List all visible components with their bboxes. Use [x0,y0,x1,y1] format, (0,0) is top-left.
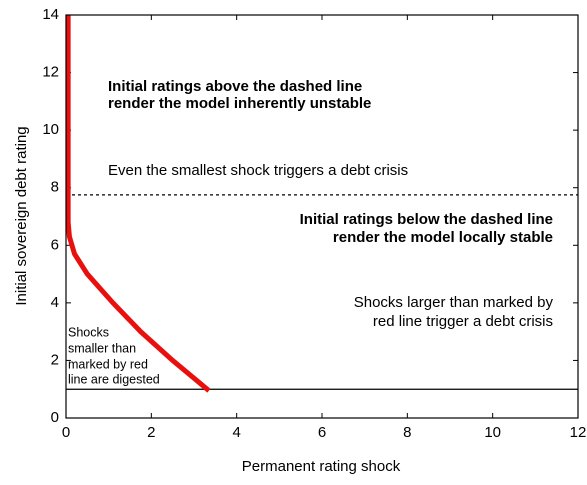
x-tick-label: 8 [403,424,411,441]
annotation: render the model locally stable [333,229,553,246]
y-tick-label: 14 [42,6,59,23]
x-tick-label: 12 [570,424,587,441]
annotation: Initial ratings below the dashed line [300,211,553,228]
annotation: render the model inherently unstable [108,95,371,112]
x-axis-label: Permanent rating shock [242,458,401,475]
x-tick-label: 4 [232,424,240,441]
x-tick-label: 10 [484,424,501,441]
y-tick-label: 4 [51,294,59,311]
y-tick-label: 0 [51,409,59,426]
annotation: Initial ratings above the dashed line [108,78,362,95]
x-tick-label: 6 [318,424,326,441]
line-series [65,15,211,393]
annotation: red line trigger a debt crisis [373,313,553,330]
annotation: Shocks [68,325,109,339]
plot-frame [65,14,579,419]
y-tick-label: 6 [51,236,59,253]
annotation: marked by red [68,357,148,371]
y-tick-label: 8 [51,179,59,196]
annotation: Shocks larger than marked by [354,294,554,311]
annotation: line are digested [68,372,160,386]
annotation: smaller than [68,341,136,355]
x-tick-label: 0 [62,424,70,441]
y-axis-label: Initial sovereign debt rating [13,126,30,305]
y-tick-label: 2 [51,351,59,368]
y-tick-label: 12 [42,64,59,81]
annotation: Even the smallest shock triggers a debt … [108,162,408,179]
y-tick-label: 10 [42,121,59,138]
x-tick-label: 2 [147,424,155,441]
